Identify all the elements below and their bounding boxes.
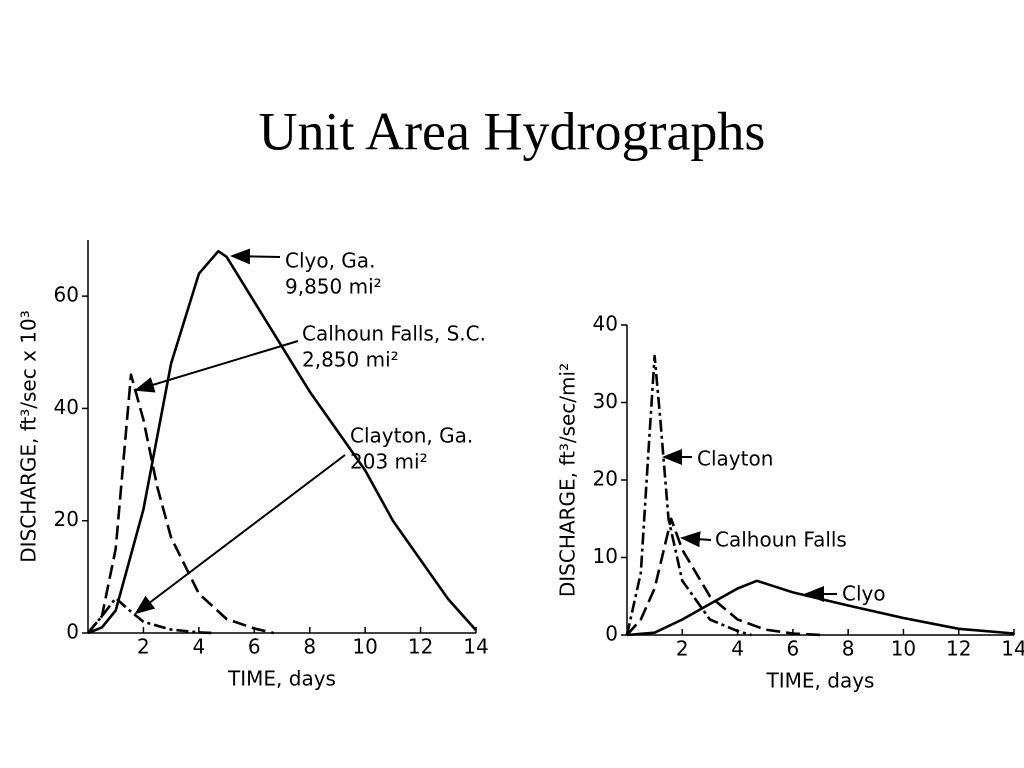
series-line: [625, 354, 752, 637]
x-tick-label: 4: [192, 635, 205, 659]
annotation-arrow: [680, 531, 712, 548]
x-tick-label: 10: [891, 637, 916, 661]
y-tick-label: 0: [605, 622, 618, 646]
annotation-text: 9,850 mi²: [285, 275, 382, 299]
x-tick-label: 6: [248, 635, 261, 659]
y-tick-label: 30: [593, 389, 618, 413]
y-axis-label: DISCHARGE, ft³/sec x 10³: [17, 310, 41, 562]
series-line: [86, 373, 274, 635]
x-axis-label: TIME, days: [766, 669, 875, 693]
series-line: [87, 249, 477, 635]
annotation-text: Calhoun Falls: [715, 528, 847, 552]
annotation-text: Calhoun Falls, S.C.: [302, 322, 486, 346]
y-tick-label: 60: [54, 283, 79, 307]
slide-title: Unit Area Hydrographs: [259, 101, 766, 161]
annotation-text: Clyo: [842, 582, 886, 606]
x-tick-label: 4: [731, 637, 744, 661]
x-tick-label: 6: [786, 637, 799, 661]
x-tick-label: 8: [842, 637, 855, 661]
x-tick-label: 14: [463, 635, 488, 659]
y-tick-label: 10: [593, 544, 618, 568]
annotation-text: Clyo, Ga.: [285, 249, 375, 273]
x-tick-label: 12: [946, 637, 971, 661]
y-tick-label: 40: [54, 395, 79, 419]
y-tick-label: 0: [66, 620, 79, 644]
x-tick-label: 2: [676, 637, 689, 661]
annotation-text: 2,850 mi²: [302, 348, 399, 372]
annotation-arrow: [230, 248, 281, 265]
annotation-text: 203 mi²: [350, 450, 428, 474]
x-tick-label: 12: [408, 635, 433, 659]
x-axis-label: TIME, days: [227, 667, 336, 691]
y-tick-label: 40: [593, 312, 618, 336]
x-tick-label: 14: [1001, 637, 1024, 661]
y-tick-label: 20: [54, 507, 79, 531]
x-tick-label: 8: [303, 635, 316, 659]
series-line: [626, 579, 1015, 637]
annotation-arrow: [134, 454, 346, 615]
annotation-text: Clayton, Ga.: [350, 424, 473, 448]
y-axis-label: DISCHARGE, ft³/sec/mi²: [556, 363, 580, 597]
x-tick-label: 2: [137, 635, 150, 659]
x-tick-label: 10: [352, 635, 377, 659]
series-line: [86, 596, 213, 635]
series-line: [626, 517, 821, 637]
y-tick-label: 20: [593, 467, 618, 491]
annotation-text: Clayton: [697, 447, 773, 471]
annotation-arrow: [134, 340, 299, 393]
